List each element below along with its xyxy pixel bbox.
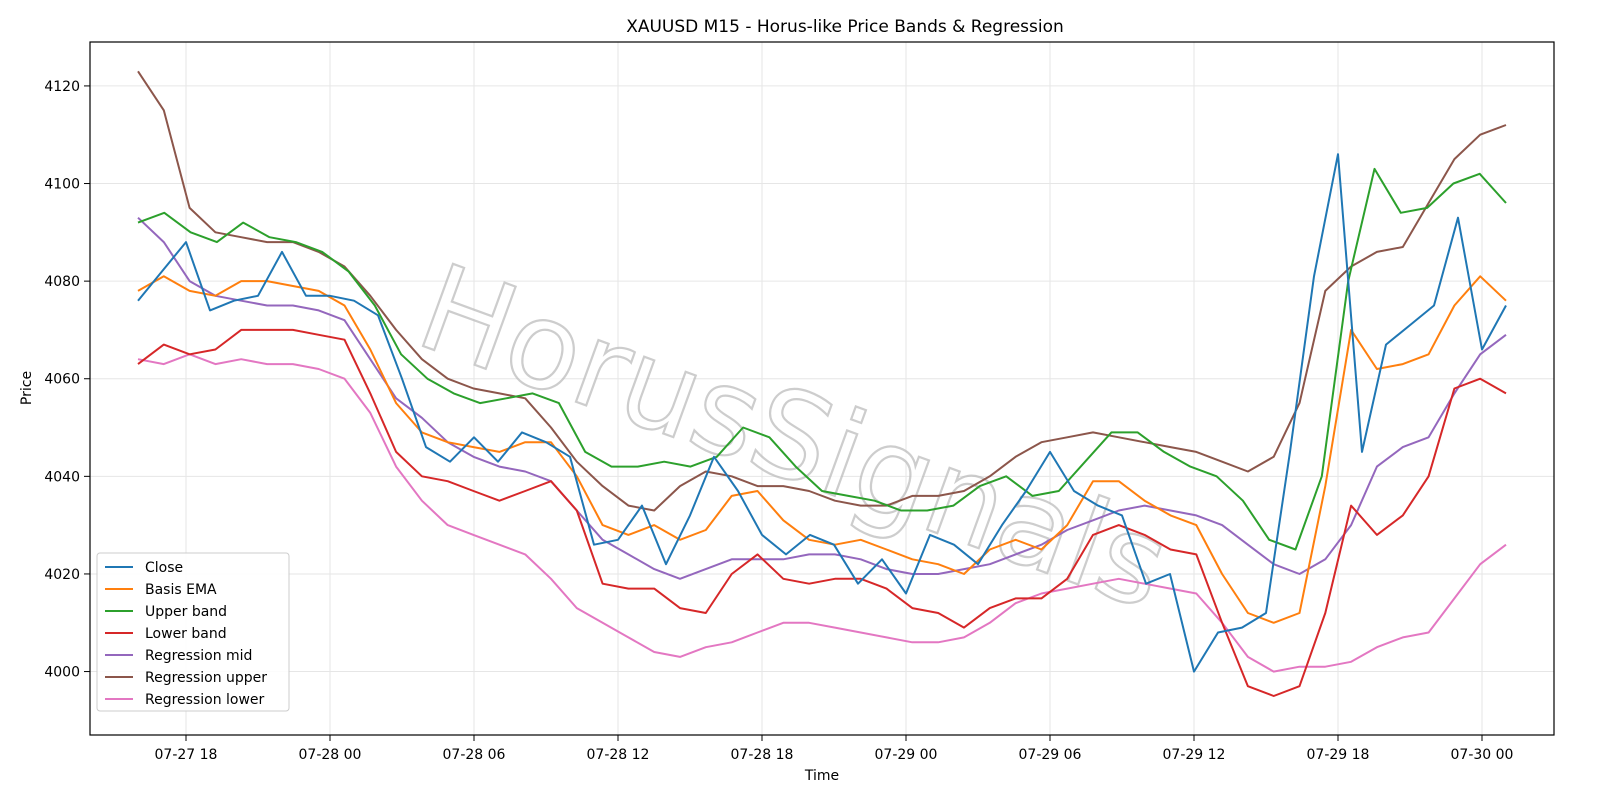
plot-frame — [89, 41, 1555, 736]
y-tick-label: 4040 — [44, 469, 80, 485]
plot-background — [90, 42, 1554, 735]
legend-box — [96, 552, 290, 712]
series-line-close — [137, 153, 1507, 673]
y-tick-label: 4020 — [44, 567, 80, 583]
y-tick-label: 4000 — [44, 665, 80, 681]
y-tick-label: 4060 — [44, 372, 80, 388]
legend-label: Lower band — [145, 626, 227, 642]
series-line-upper-band — [137, 167, 1507, 551]
legend-label: Basis EMA — [145, 582, 217, 598]
series-line-regression-mid — [137, 216, 1507, 580]
x-tick-label: 07-28 12 — [587, 747, 650, 763]
legend-label: Regression mid — [145, 648, 252, 664]
x-axis-ticks: 07-27 18 07-28 00 07-28 06 07-28 12 07-28 18… — [155, 735, 1514, 763]
y-tick-label: 4080 — [44, 274, 80, 290]
grid — [90, 42, 1554, 735]
legend-label: Regression lower — [145, 692, 265, 708]
x-axis-label: Time — [804, 768, 839, 784]
series-line-regression-upper — [137, 70, 1507, 512]
y-axis-label: Price — [19, 371, 35, 405]
x-tick-label: 07-28 18 — [731, 747, 794, 763]
legend: Close Basis EMA Upper band Lower band Regres… — [96, 552, 290, 712]
legend-label: Close — [145, 560, 183, 576]
x-tick-label: 07-30 00 — [1451, 747, 1514, 763]
y-tick-label: 4120 — [44, 79, 80, 95]
x-tick-label: 07-29 18 — [1307, 747, 1370, 763]
x-tick-label: 07-29 12 — [1163, 747, 1226, 763]
y-axis-ticks: 4000 4020 4040 4060 4080 4100 4120 — [44, 79, 90, 681]
series-line-lower-band — [137, 328, 1507, 697]
series-line-basis-ema — [137, 275, 1507, 624]
plot-area: HorusSignals — [89, 41, 1555, 736]
y-tick-label: 4100 — [44, 177, 80, 193]
x-tick-label: 07-28 06 — [443, 747, 506, 763]
series-line-regression-lower — [137, 353, 1507, 673]
legend-label: Regression upper — [145, 670, 267, 686]
chart-title: XAUUSD M15 - Horus-like Price Bands & Re… — [626, 17, 1064, 37]
x-tick-label: 07-29 00 — [875, 747, 938, 763]
x-tick-label: 07-27 18 — [155, 747, 218, 763]
legend-label: Upper band — [145, 604, 227, 620]
series-lines — [137, 70, 1507, 697]
x-tick-label: 07-29 06 — [1019, 747, 1082, 763]
x-tick-label: 07-28 00 — [299, 747, 362, 763]
